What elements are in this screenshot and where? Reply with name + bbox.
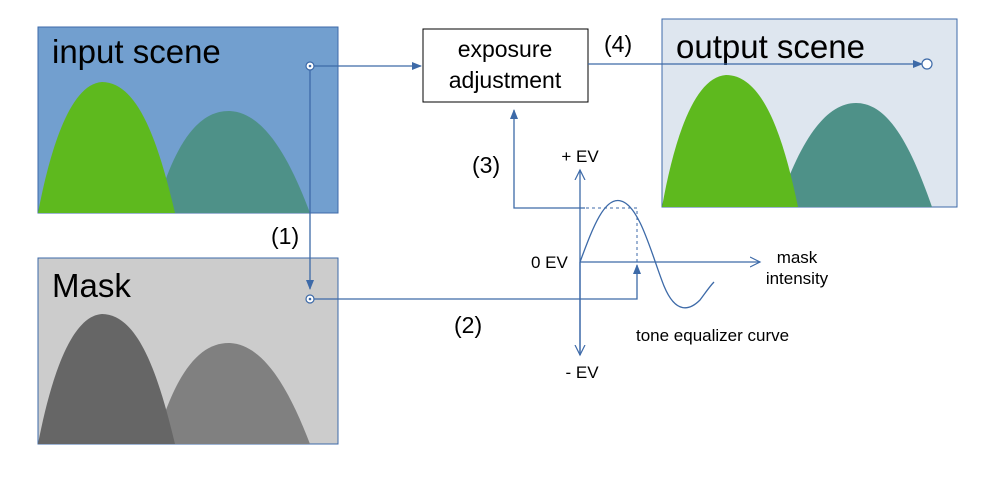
zero-ev-label: 0 EV: [531, 253, 569, 272]
curve-readout-guide: [580, 207, 638, 262]
connectors: [305, 58, 933, 304]
step-4-label: (4): [604, 31, 632, 57]
mask-to-curve-arrow: [310, 264, 641, 300]
input-scene-left-hill: [38, 82, 175, 213]
input-scene-port-dot: [308, 64, 312, 68]
input-scene-title: input scene: [52, 33, 221, 70]
minus-ev-label: - EV: [565, 363, 599, 382]
step-1-label: (1): [271, 223, 299, 249]
output-scene-port: [921, 58, 933, 70]
mask-panel: Mask: [37, 257, 339, 445]
curve-to-exposure-arrow: [510, 109, 585, 209]
intensity-label: intensity: [766, 269, 829, 288]
tone-equalizer-caption: tone equalizer curve: [636, 326, 789, 345]
mask-port-dot: [308, 297, 312, 301]
output-scene-title: output scene: [676, 28, 865, 65]
step-3-label: (3): [472, 152, 500, 178]
output-scene-panel: output scene: [661, 18, 958, 208]
mask-right-hill: [155, 342, 310, 444]
exposure-adjustment-line2: adjustment: [449, 67, 562, 93]
input-scene-panel: input scene: [37, 26, 339, 214]
mask-left-hill: [38, 314, 175, 444]
step-labels: (1) (2) (3) (4): [271, 31, 632, 338]
tone-equalizer-graph: + EV 0 EV - EV mask intensity tone equal…: [531, 147, 829, 382]
exposure-adjustment-box: exposure adjustment: [422, 28, 589, 103]
exposure-adjustment-line1: exposure: [458, 36, 553, 62]
plus-ev-label: + EV: [561, 147, 599, 166]
output-scene-left-hill: [662, 75, 798, 207]
exposure-adjustment-frame: [422, 28, 589, 103]
input-scene-right-hill: [155, 110, 310, 213]
tone-curve: [579, 199, 715, 309]
mask-title: Mask: [52, 267, 131, 304]
mask-label: mask: [777, 248, 818, 267]
output-scene-right-hill: [778, 103, 932, 207]
step-2-label: (2): [454, 312, 482, 338]
